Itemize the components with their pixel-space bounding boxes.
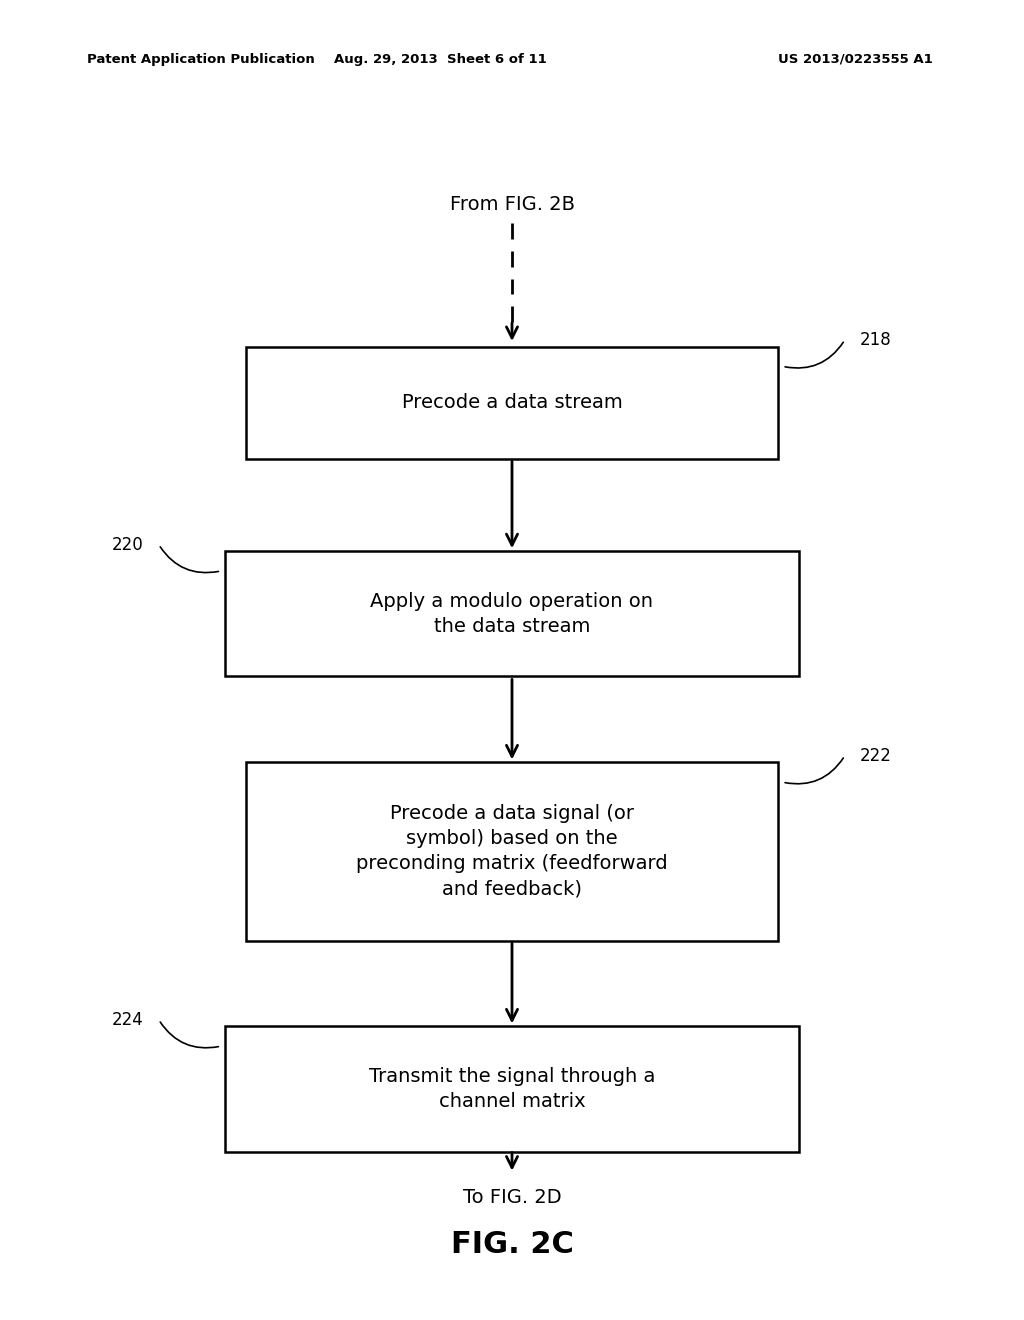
Text: US 2013/0223555 A1: US 2013/0223555 A1 [777, 53, 933, 66]
Text: FIG. 2C: FIG. 2C [451, 1230, 573, 1259]
Bar [225, 1027, 799, 1151]
Text: 218: 218 [860, 331, 892, 348]
Text: 224: 224 [112, 1011, 143, 1028]
Text: Precode a data signal (or
symbol) based on the
preconding matrix (feedforward
an: Precode a data signal (or symbol) based … [356, 804, 668, 899]
Text: Precode a data stream: Precode a data stream [401, 393, 623, 412]
Bar [246, 763, 778, 940]
Text: From FIG. 2B: From FIG. 2B [450, 195, 574, 214]
Bar [246, 347, 778, 459]
Text: Apply a modulo operation on
the data stream: Apply a modulo operation on the data str… [371, 591, 653, 636]
Bar [225, 552, 799, 676]
Text: To FIG. 2D: To FIG. 2D [463, 1188, 561, 1206]
Text: Patent Application Publication: Patent Application Publication [87, 53, 314, 66]
Text: Transmit the signal through a
channel matrix: Transmit the signal through a channel ma… [369, 1067, 655, 1111]
Text: 222: 222 [860, 747, 892, 764]
Text: 220: 220 [112, 536, 143, 553]
Text: Aug. 29, 2013  Sheet 6 of 11: Aug. 29, 2013 Sheet 6 of 11 [334, 53, 547, 66]
